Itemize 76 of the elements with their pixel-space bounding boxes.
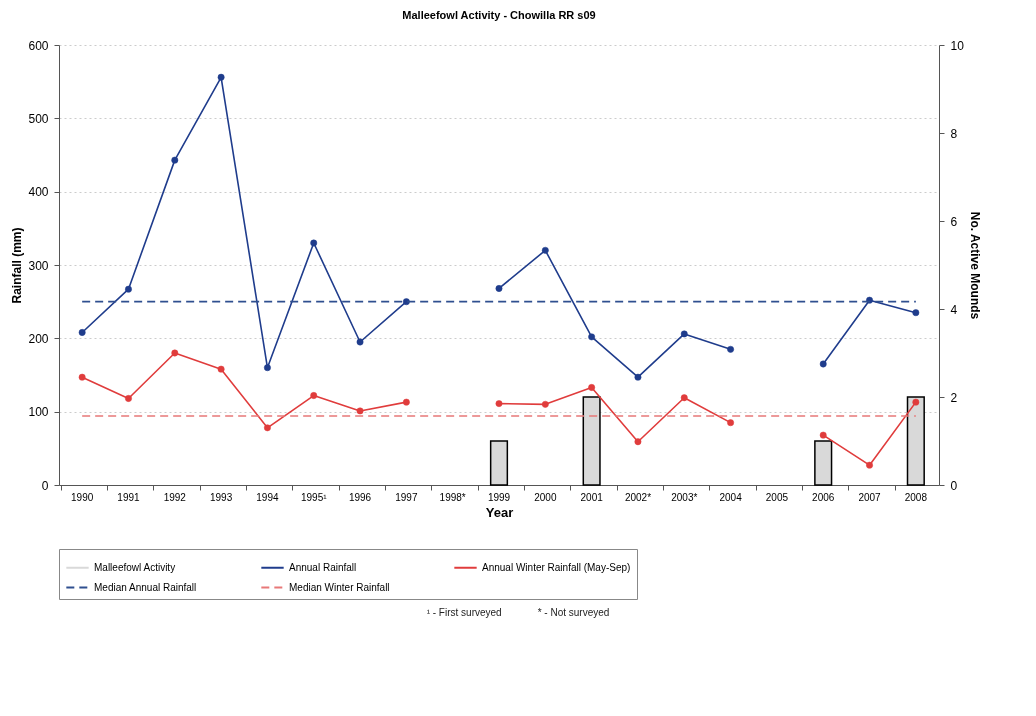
point — [495, 285, 503, 292]
legend-label: Median Winter Rainfall — [289, 581, 390, 593]
y2-tick-label: 6 — [950, 214, 958, 229]
x-tick-label: 2001 — [580, 491, 604, 503]
point — [634, 373, 642, 381]
x-tick-label: 2005 — [765, 491, 789, 503]
y-tick-label: 600 — [28, 38, 49, 53]
point — [541, 246, 549, 254]
chart-title: Malleefowl Activity - Chowilla RR s09 — [402, 9, 596, 21]
x-axis-title: Year — [485, 504, 514, 520]
point — [125, 395, 132, 402]
x-tick-label: 1992 — [163, 491, 187, 503]
point — [680, 394, 688, 402]
y2-tick-label: 4 — [950, 302, 958, 317]
point — [402, 298, 410, 306]
legend-label: Annual Rainfall — [289, 561, 357, 573]
y-tick-label: 400 — [28, 185, 49, 200]
point — [217, 73, 225, 81]
x-tick-label: 2008 — [904, 491, 928, 503]
y-tick-label: 100 — [28, 405, 49, 420]
point — [171, 349, 179, 357]
point — [680, 330, 688, 338]
y2-tick-label: 0 — [950, 478, 958, 493]
point — [588, 384, 596, 391]
point — [588, 333, 596, 341]
x-tick-label: 1997 — [395, 491, 418, 503]
y-tick-label: 500 — [28, 111, 49, 126]
x-tick-label: 2007 — [858, 491, 882, 503]
x-tick-label: 1994 — [256, 491, 279, 503]
legend-label: Annual Winter Rainfall (May-Sep) — [482, 561, 631, 573]
point — [819, 431, 827, 439]
point — [819, 360, 827, 368]
x-tick-label: 2006 — [812, 491, 835, 503]
legend-label: Median Annual Rainfall — [94, 581, 197, 593]
y-tick-label: 200 — [28, 331, 49, 346]
x-tick-label: 2002* — [624, 491, 652, 503]
x-tick-label: 1999 — [487, 491, 511, 503]
point — [125, 285, 132, 293]
point — [264, 424, 271, 432]
point — [356, 407, 364, 415]
point — [727, 345, 734, 353]
point — [866, 461, 873, 469]
x-tick-label: 1991 — [117, 491, 141, 503]
point — [402, 398, 410, 406]
point — [912, 309, 920, 317]
point — [310, 392, 318, 399]
y2-tick-label: 2 — [950, 390, 958, 405]
x-tick-label: 1996 — [348, 491, 372, 503]
y2-axis-title: No. Active Mounds — [967, 211, 982, 320]
y-axis-title: Rainfall (mm) — [10, 227, 25, 304]
text: ¹ - First surveyed — [426, 607, 502, 618]
x-tick-label: 2000 — [534, 491, 557, 503]
x-tick-label: 1998* — [439, 491, 466, 503]
point — [171, 156, 179, 164]
text: * - Not surveyed — [537, 607, 610, 618]
point — [78, 329, 86, 336]
point — [727, 419, 734, 427]
legend-label: Malleefowl Activity — [94, 561, 176, 573]
y2-tick-label: 8 — [950, 126, 958, 141]
x-tick-label: 2003* — [671, 491, 698, 503]
x-tick-label: 1990 — [71, 491, 94, 503]
point — [310, 239, 318, 247]
point — [217, 365, 225, 373]
point — [356, 338, 364, 346]
point — [912, 398, 920, 406]
y-tick-label: 0 — [41, 478, 49, 493]
x-tick-label: 1993 — [209, 491, 233, 503]
point — [634, 438, 642, 446]
point — [264, 364, 271, 372]
point — [78, 373, 86, 381]
x-tick-label: 1995¹ — [300, 491, 328, 503]
point — [495, 400, 503, 408]
y2-tick-label: 10 — [950, 38, 965, 53]
x-tick-label: 2004 — [719, 491, 743, 503]
point — [541, 400, 549, 408]
y-tick-label: 300 — [28, 258, 49, 273]
